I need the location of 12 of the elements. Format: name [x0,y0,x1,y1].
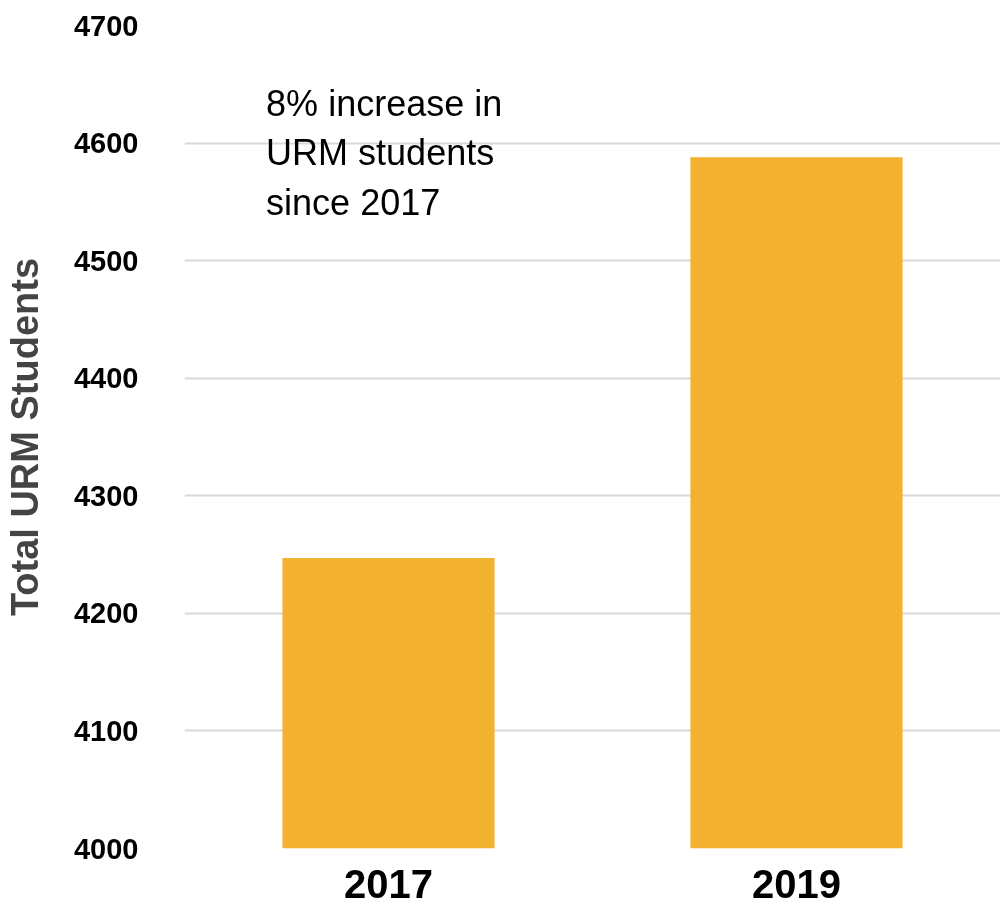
y-axis-title: Total URM Students [3,257,46,617]
annotation: 8% increase in URM students since 2017 [266,83,503,223]
y-tick-label: 4300 [73,479,139,512]
y-tick-label: 4600 [73,127,139,160]
y-tick-label: 4000 [73,832,139,865]
y-tick-label: 4500 [73,244,139,277]
y-tick-label: 4100 [73,714,139,747]
y-tick-label: 4400 [73,362,139,395]
y-tick-label: 4700 [73,9,139,42]
x-tick-label: 2017 [344,861,433,906]
y-tick-label: 4200 [73,597,139,630]
x-tick-label: 2019 [752,861,841,906]
